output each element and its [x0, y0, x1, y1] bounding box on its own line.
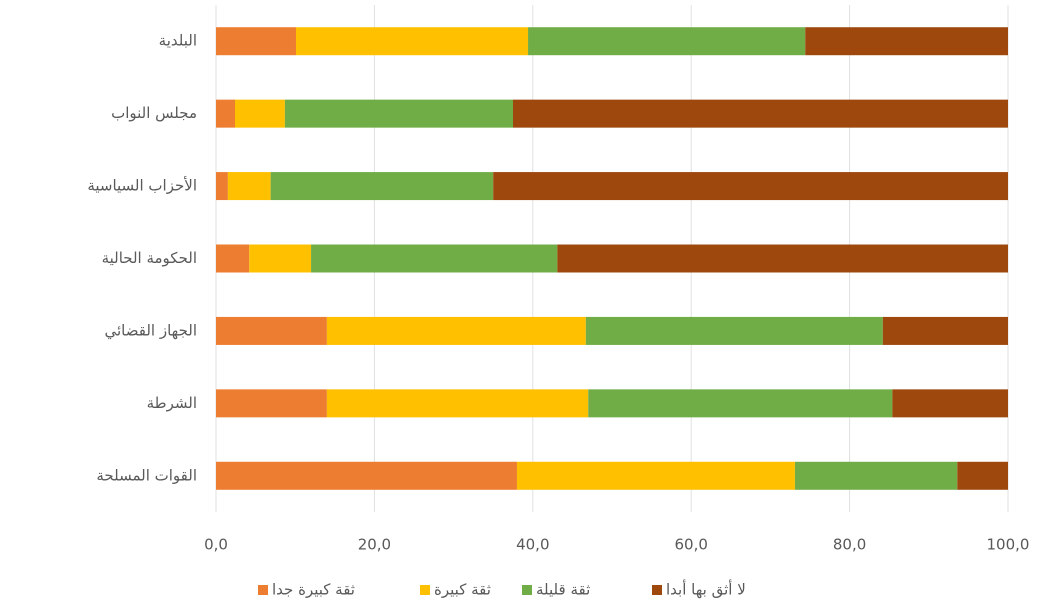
bar-segment [216, 172, 228, 201]
bar-segment [216, 99, 236, 128]
bar-segment [882, 316, 1008, 345]
legend-label: ثقة قليلة [536, 581, 590, 599]
bar-segment [588, 389, 893, 418]
bar-segment [805, 27, 1008, 56]
x-tick-label: 40,0 [516, 536, 549, 554]
legend-label: ثقة كبيرة جدا [272, 581, 355, 599]
y-tick-label: الشرطة [147, 394, 197, 412]
bar-segment [528, 27, 806, 56]
bar-segment [216, 27, 296, 56]
bar-segment [513, 99, 1008, 128]
y-tick-label: البلدية [159, 32, 197, 50]
bar-segment [216, 461, 517, 490]
y-tick-label: مجلس النواب [111, 104, 197, 122]
y-tick-label: القوات المسلحة [96, 466, 197, 484]
legend-swatch [420, 585, 430, 595]
x-tick-label: 20,0 [358, 536, 391, 554]
legend-label: ثقة كبيرة [434, 581, 491, 599]
bar-segment [585, 316, 883, 345]
bar-segment [311, 244, 558, 273]
legend-swatch [522, 585, 532, 595]
x-tick-label: 80,0 [833, 536, 866, 554]
bar-segment [493, 172, 1008, 201]
legend-label: لا أثق بها أبدا [666, 580, 746, 599]
bar-segment [557, 244, 1008, 273]
bar-segment [957, 461, 1008, 490]
bar-segment [326, 389, 589, 418]
bar-segment [892, 389, 1008, 418]
x-tick-label: 0,0 [204, 536, 228, 554]
bar-segment [794, 461, 958, 490]
legend-swatch [258, 585, 268, 595]
bar-segment [249, 244, 312, 273]
bar-segment [216, 244, 250, 273]
bar-segment [284, 99, 513, 128]
y-tick-label: الحكومة الحالية [102, 249, 197, 267]
x-tick-label: 60,0 [674, 536, 707, 554]
bar-segment [216, 316, 327, 345]
legend-swatch [652, 585, 662, 595]
x-tick-label: 100,0 [987, 536, 1030, 554]
y-tick-label: الجهاز القضائي [105, 321, 198, 340]
bar-segment [227, 172, 271, 201]
bar-segment [235, 99, 285, 128]
bar-segment [216, 389, 327, 418]
bar-segment [326, 316, 586, 345]
bar-segment [295, 27, 529, 56]
bar-segment [270, 172, 494, 201]
y-tick-label: الأحزاب السياسية [87, 176, 197, 195]
bar-segment [516, 461, 795, 490]
